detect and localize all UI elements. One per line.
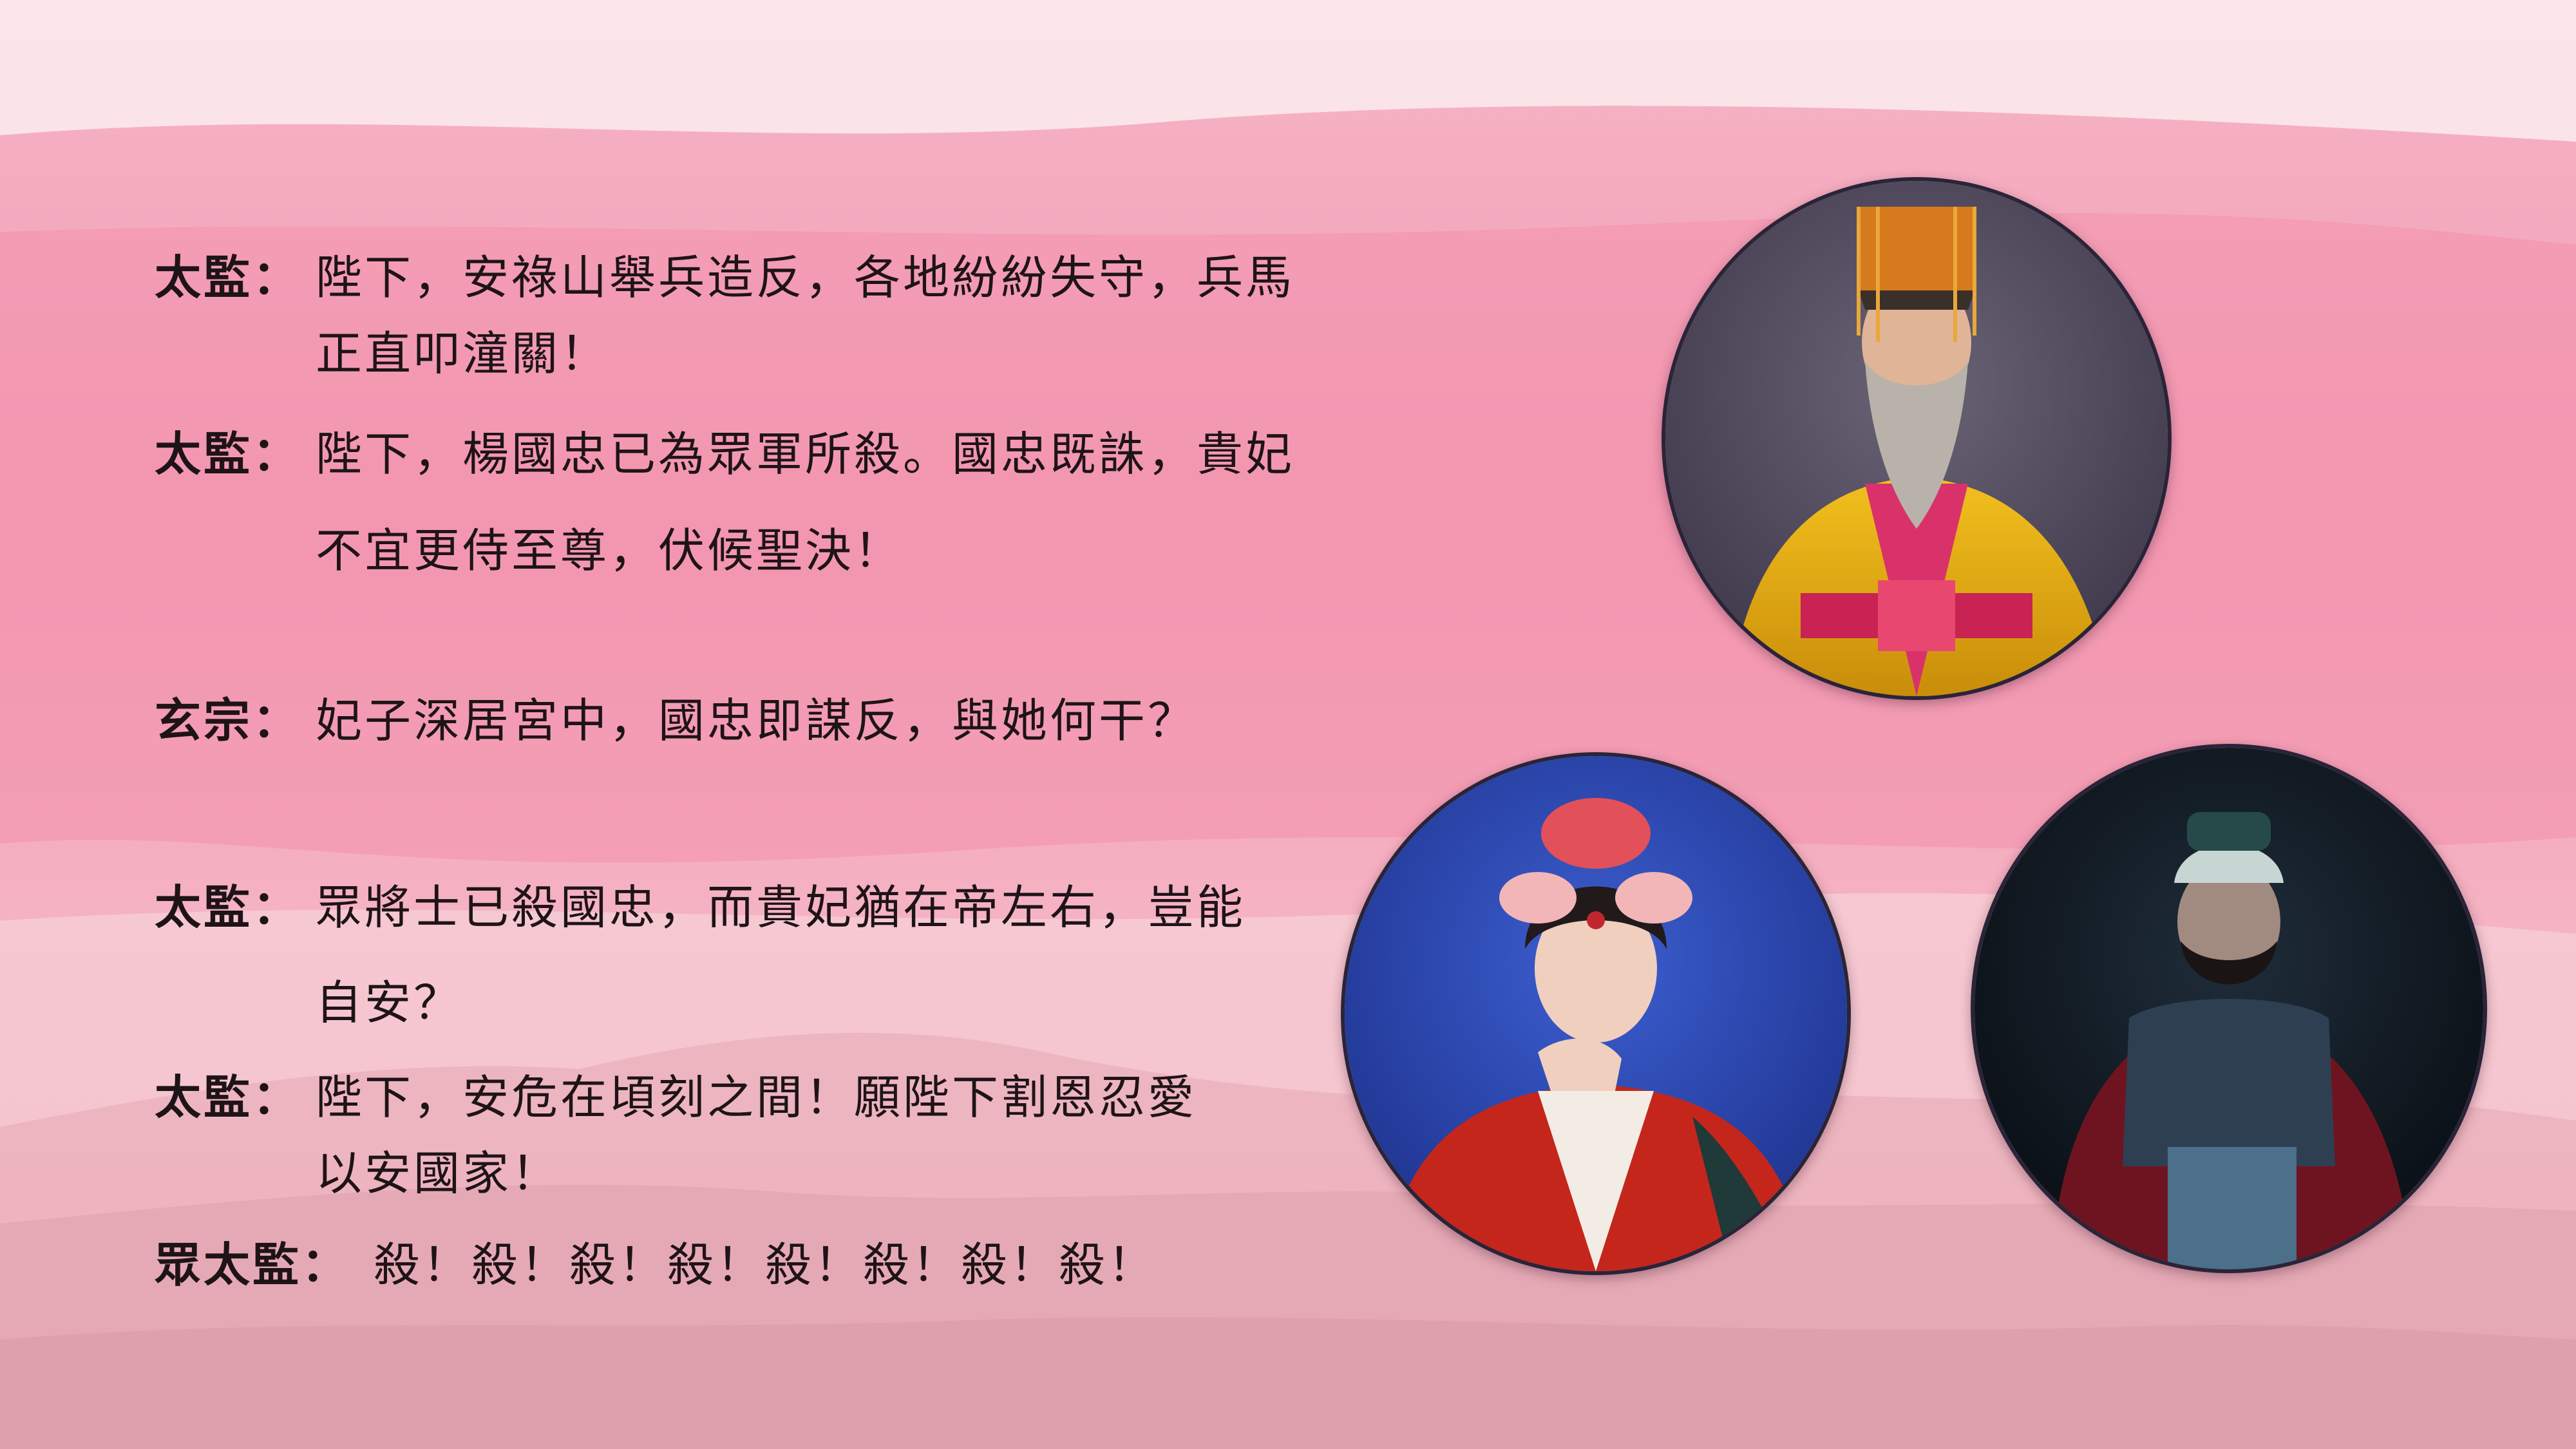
speaker-name: 太監： (155, 1070, 302, 1124)
dialogue-line: 眾太監： 殺！殺！殺！殺！殺！殺！殺！殺！ (155, 1227, 1157, 1303)
dialogue-text: 陛下，楊國忠已為眾軍所殺。國忠既誅，貴妃 不宜更侍至尊，伏候聖決！ (316, 427, 1295, 578)
dialogue-text: 殺！殺！殺！殺！殺！殺！殺！殺！ (374, 1238, 1157, 1292)
emperor-portrait (1662, 177, 2172, 700)
dialogue-line: 太監： 陛下，安危在頃刻之間！願陛下割恩忍愛 以安國家！ (155, 1059, 1197, 1211)
speaker-name: 太監： (155, 250, 302, 305)
speaker-name: 太監： (155, 426, 302, 481)
dialogue-line: 太監： 陛下，楊國忠已為眾軍所殺。國忠既誅，貴妃 不宜更侍至尊，伏候聖決！ (155, 406, 1294, 599)
dialogue-text: 妃子深居宮中，國忠即謀反，與她何干？ (316, 694, 1197, 748)
dialogue-text: 陛下，安祿山舉兵造反，各地紛紛失守，兵馬 正直叩潼關！ (316, 251, 1295, 381)
dialogue-text: 陛下，安危在頃刻之間！願陛下割恩忍愛 以安國家！ (316, 1070, 1197, 1200)
dialogue-line: 玄宗： 妃子深居宮中，國忠即謀反，與她何干？ (155, 683, 1197, 759)
speaker-name: 眾太監： (155, 1237, 351, 1292)
general-portrait (1971, 744, 2487, 1273)
consort-portrait (1341, 752, 1851, 1275)
dialogue-script: 太監： 陛下，安祿山舉兵造反，各地紛紛失守，兵馬 正直叩潼關！ 太監： 陛下，楊… (155, 240, 1294, 1303)
dialogue-line: 太監： 眾將士已殺國忠，而貴妃猶在帝左右，豈能 自安？ (155, 860, 1245, 1050)
dialogue-text: 眾將士已殺國忠，而貴妃猶在帝左右，豈能 自安？ (316, 880, 1246, 1030)
dialogue-line: 太監： 陛下，安祿山舉兵造反，各地紛紛失守，兵馬 正直叩潼關！ (155, 240, 1294, 392)
speaker-name: 玄宗： (155, 693, 302, 748)
speaker-name: 太監： (155, 880, 302, 934)
